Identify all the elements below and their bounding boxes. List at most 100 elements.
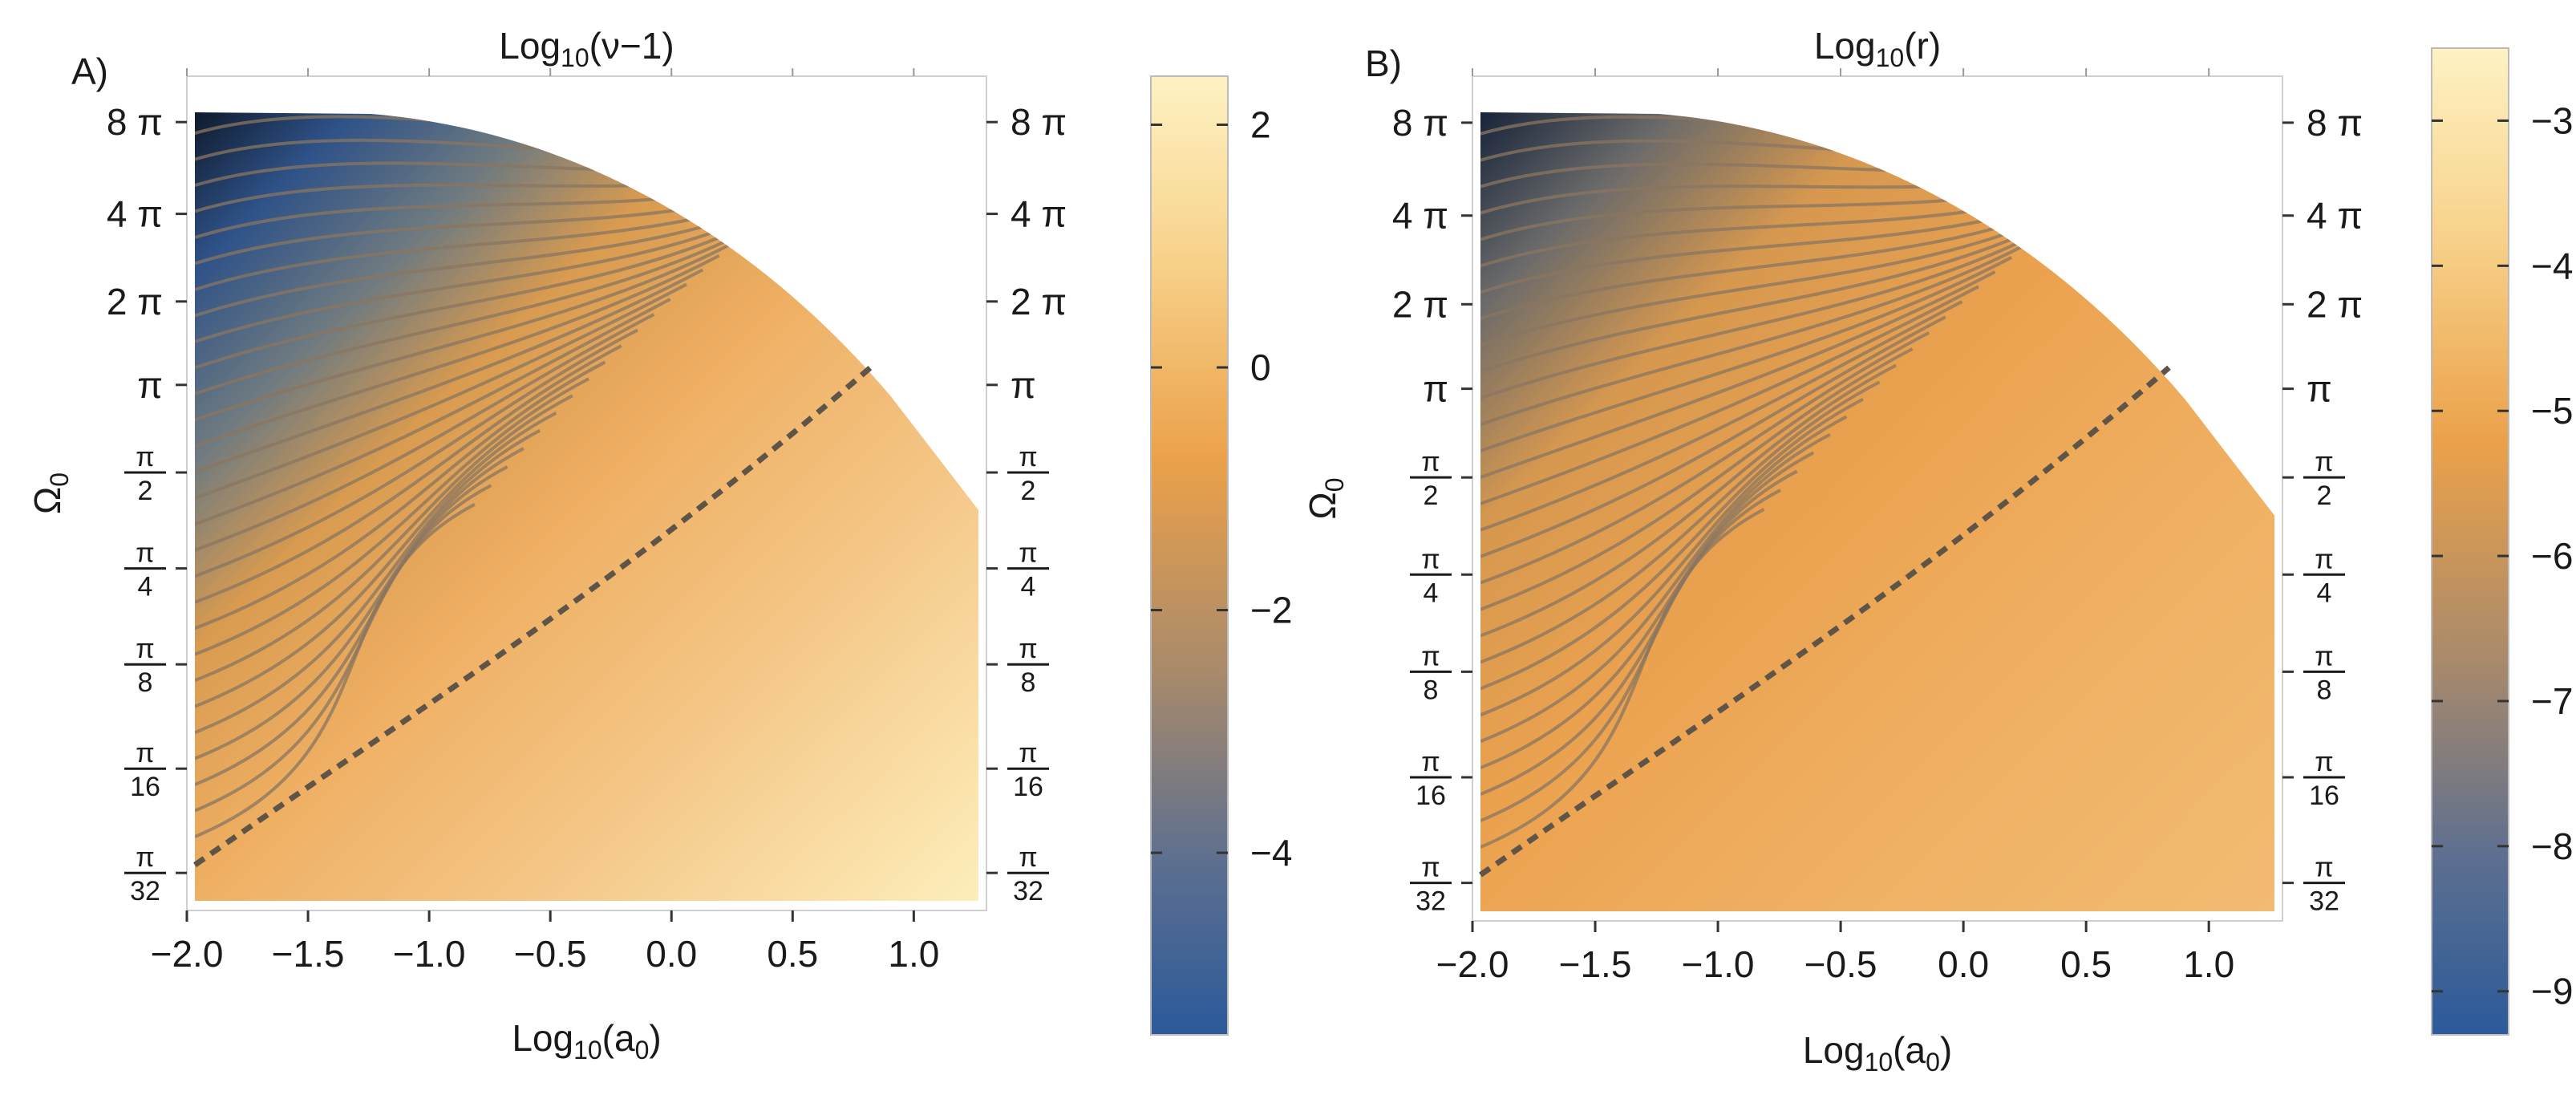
contour-line [195,377,590,656]
contour-line [1480,285,1979,505]
y-frac-label-right: π 16 [2303,747,2345,811]
contour-line [195,298,671,526]
contour-line [1480,300,1963,532]
frac-numerator: π [1019,634,1037,664]
y-tick-label-right: 4 π [2307,195,2363,237]
frac-denominator: 32 [1416,886,1446,917]
y-tick-label-left: π [137,364,163,406]
y-tick-label-right: 8 π [1011,101,1067,143]
x-tick-label: −2.0 [151,933,224,975]
colorbar-tick-label: −6 [2531,535,2573,577]
y-frac-label-left: π32 [1410,853,1452,917]
y-frac-label-right: π2 [1007,442,1049,506]
x-tick-label: −1.5 [1559,943,1632,985]
y-frac-label-left: π2 [1410,447,1452,511]
y-frac-label-right: π4 [2303,544,2345,608]
y-tick-label-left: 8 π [107,101,163,143]
colorbar-tick-label: −2 [1250,590,1292,631]
frac-numerator: π [2315,447,2333,477]
colorbar-tick-label: −5 [2531,390,2573,432]
frac-numerator: π [1421,747,1440,777]
y-axis-label: Ω0 [26,472,74,514]
contour-line [195,282,687,500]
contour-line [1480,256,2013,452]
colorbar-gradient [2431,47,2509,1036]
contour-line [195,465,508,786]
frac-numerator: π [2315,747,2333,777]
frac-denominator: 32 [2309,886,2339,917]
y-frac-label-left: π4 [1410,544,1452,608]
frac-numerator: π [1421,544,1440,574]
contour-line [1480,451,1815,770]
y-axis-label: Ω0 [1302,477,1349,519]
colorbar-tick-label: −8 [2531,825,2573,867]
frac-denominator: 8 [2317,675,2332,705]
y-tick-label-right: 8 π [2307,102,2363,144]
y-frac-label-right: π2 [2303,447,2345,511]
colorbar-tick-label: −3 [2531,99,2573,141]
contour-line [195,253,720,448]
frac-numerator: π [136,538,154,569]
x-tick-label: 0.5 [767,933,818,975]
contour-line [1480,270,1996,479]
frac-denominator: 16 [2309,781,2339,811]
colorbar-gradient [1150,75,1229,1036]
contour-line [195,428,541,734]
contour-line [1480,489,1781,822]
x-tick-label: 0.0 [1938,943,1989,985]
y-frac-label-left: π8 [124,634,166,698]
contour-line [195,484,492,813]
contour-line [195,394,573,683]
x-axis-label: Log10(a0) [1803,1029,1952,1077]
frac-denominator: 8 [138,667,153,698]
y-frac-label-right: π8 [1007,634,1049,698]
y-tick-label-right: π [2307,368,2332,410]
contour-line [1480,415,1848,717]
colorbar-tick-label: 2 [1250,104,1271,146]
frac-numerator: π [136,442,154,472]
x-tick-label: 0.0 [646,933,697,975]
dashed-boundary-line [193,362,877,868]
y-frac-label-left: π8 [1410,641,1452,705]
colorbar: 2 0 −2 −4 [1150,75,1292,1036]
frac-denominator: 2 [1021,476,1036,506]
y-tick-label-left: 2 π [107,281,163,322]
colorbar: −3 −4 −5 −6 −7 −8 −9 [2431,47,2573,1036]
y-tick-label-left: π [1423,368,1448,410]
x-axis-label: Log10(a0) [512,1017,661,1064]
contour-line [1480,241,2029,426]
frac-denominator: 8 [1021,667,1036,698]
contour-line [195,226,753,395]
contour-line [195,344,622,604]
contour-line [1480,380,1881,664]
frac-numerator: π [1019,442,1037,472]
contour-line [1480,228,2046,400]
x-tick-label: 1.0 [888,933,939,975]
plot-frame [186,75,987,911]
contour-line [195,360,606,631]
colorbar-tick-label: −9 [2531,971,2573,1012]
frac-denominator: 4 [2317,578,2332,608]
frac-numerator: π [2315,544,2333,574]
colorbar-tick-label: 0 [1250,347,1271,388]
frac-denominator: 8 [1424,675,1439,705]
contour-line [1480,331,1930,585]
x-tick-label: 0.5 [2060,943,2112,985]
contour-line [1480,215,2062,374]
contour-line [195,503,476,838]
y-frac-label-left: π32 [124,842,166,906]
frac-denominator: 4 [138,572,153,602]
y-tick-label-left: 2 π [1392,283,1448,325]
frac-numerator: π [2315,853,2333,883]
frac-denominator: 32 [1013,876,1043,906]
y-tick-label-left: 8 π [1392,102,1448,144]
colorbar-tick-label: −4 [1250,832,1292,874]
contour-line [1480,397,1864,691]
frac-denominator: 16 [1013,772,1043,802]
x-tick-label: −1.0 [1682,943,1755,985]
contour-line [195,213,769,370]
contour-line [195,313,655,552]
frac-denominator: 16 [130,772,160,802]
